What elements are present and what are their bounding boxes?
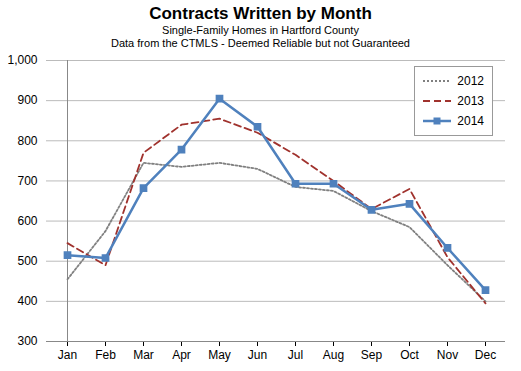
html-text:Data from the CTMLS - Deemed R: Data from the CTMLS - Deemed Reliable bu… (111, 37, 410, 49)
svg-text:Nov: Nov (437, 348, 458, 362)
svg-text:Jul: Jul (288, 348, 303, 362)
svg-text:300: 300 (17, 334, 37, 348)
html-text:2013: 2013 (457, 94, 484, 108)
svg-text:600: 600 (17, 214, 37, 228)
svg-text:Jun: Jun (248, 348, 267, 362)
svg-text:Oct: Oct (400, 348, 419, 362)
html-text:2014: 2014 (457, 114, 484, 128)
svg-text:Mar: Mar (133, 348, 154, 362)
html-text:2012: 2012 (457, 74, 484, 88)
svg-text:Feb: Feb (95, 348, 116, 362)
svg-text:500: 500 (17, 254, 37, 268)
svg-text:Sep: Sep (361, 348, 383, 362)
svg-text:800: 800 (17, 134, 37, 148)
svg-text:Aug: Aug (323, 348, 344, 362)
html-text:Contracts Written by Month: Contracts Written by Month (149, 4, 372, 23)
html-text:Single-Family Homes in Hartfor: Single-Family Homes in Hartford County (162, 24, 359, 36)
svg-text:700: 700 (17, 174, 37, 188)
svg-text:May: May (208, 348, 231, 362)
svg-text:Apr: Apr (172, 348, 191, 362)
svg-text:400: 400 (17, 294, 37, 308)
svg-text:Dec: Dec (475, 348, 496, 362)
svg-text:Jan: Jan (58, 348, 77, 362)
svg-text:1,000: 1,000 (7, 53, 37, 67)
svg-text:900: 900 (17, 93, 37, 107)
